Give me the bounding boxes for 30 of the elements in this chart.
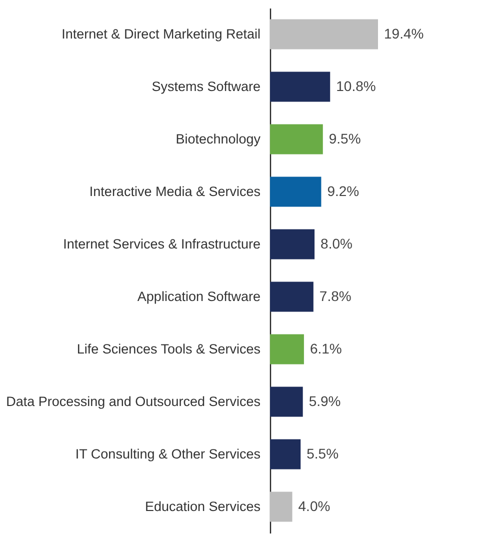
y-tick-label: Data Processing and Outsourced Services xyxy=(6,394,261,409)
data-label: 6.1% xyxy=(310,340,342,356)
data-label: 4.0% xyxy=(298,498,330,514)
data-label: 10.8% xyxy=(336,78,376,94)
bar xyxy=(270,334,304,364)
data-label: 19.4% xyxy=(384,25,424,42)
bar xyxy=(270,439,301,470)
data-label: 7.8% xyxy=(319,288,352,304)
data-label: 9.5% xyxy=(328,130,361,146)
bar xyxy=(270,386,303,417)
data-label: 5.5% xyxy=(306,445,339,462)
bar xyxy=(270,492,292,522)
y-tick-label: Application Software xyxy=(137,288,260,304)
y-tick-label: Systems Software xyxy=(152,78,260,94)
bar xyxy=(270,229,315,260)
data-label: 5.9% xyxy=(308,392,341,409)
data-label: 8.0% xyxy=(320,235,352,252)
y-tick-label: Life Sciences Tools & Services xyxy=(76,341,261,356)
y-tick-label: Internet & Direct Marketing Retail xyxy=(62,26,260,42)
y-tick-label: Biotechnology xyxy=(176,131,261,146)
y-tick-label: Interactive Media & Services xyxy=(89,184,261,199)
y-tick-label: Internet Services & Infrastructure xyxy=(63,236,260,252)
y-tick-label: IT Consulting & Other Services xyxy=(75,446,261,462)
bar xyxy=(270,176,322,207)
bar xyxy=(270,19,378,50)
y-tick-label: Education Services xyxy=(144,498,261,514)
bar xyxy=(270,282,314,312)
bar xyxy=(270,124,323,154)
bar xyxy=(270,72,330,102)
data-label: 9.2% xyxy=(327,182,360,199)
